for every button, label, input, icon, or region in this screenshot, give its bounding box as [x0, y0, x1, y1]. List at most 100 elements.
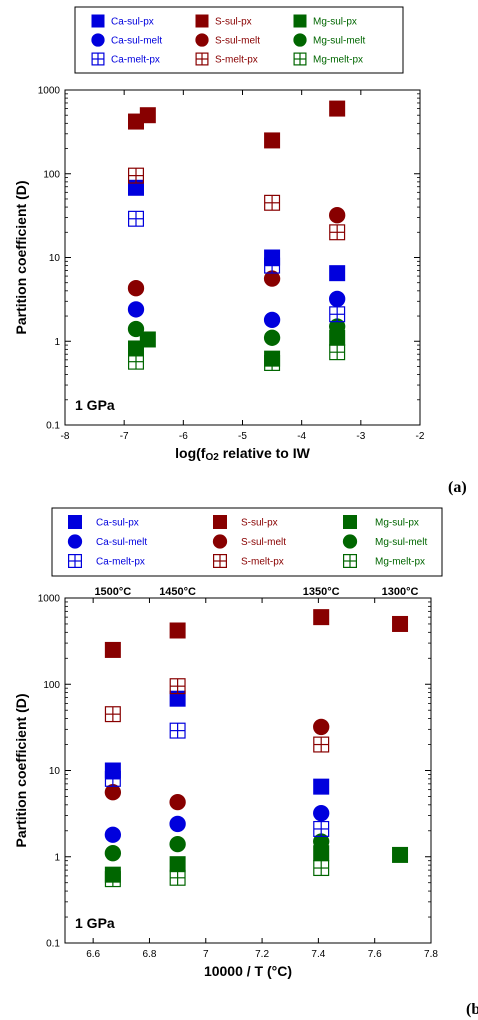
data-point-ca-sul-px	[104, 762, 121, 779]
data-point-ca-melt-px	[329, 306, 346, 323]
x-tick-label: -3	[356, 431, 365, 442]
legend-marker	[68, 515, 82, 529]
x-tick-label: 7.2	[255, 949, 269, 960]
legend-marker	[213, 515, 227, 529]
data-point-s-sul-px	[329, 100, 346, 117]
x-tick-label: 6.6	[86, 949, 100, 960]
temperature-label: 1500°C	[94, 586, 131, 598]
legend-marker	[293, 52, 307, 66]
data-point-mg-melt-px	[329, 344, 346, 361]
data-point-ca-melt-px	[104, 770, 121, 787]
x-tick-label: -5	[238, 431, 247, 442]
data-point-s-melt-px	[329, 224, 346, 241]
legend-marker	[293, 14, 307, 28]
y-tick-label: 100	[43, 169, 60, 180]
data-point-ca-sul-px	[128, 179, 144, 196]
y-tick-label: 1000	[38, 594, 61, 605]
data-point-ca-sul-melt	[313, 805, 330, 822]
data-point-ca-sul-px	[264, 249, 281, 266]
y-tick-label: 0.1	[46, 421, 60, 432]
y-tick-label: 10	[49, 766, 61, 777]
chart-panel-b: Partition coefficient (D) 10000 / T (°C)…	[13, 586, 478, 1018]
legend-marker	[212, 534, 228, 549]
legend-marker	[213, 553, 228, 568]
data-point-mg-sul-melt	[263, 329, 281, 346]
data-point-mg-sul-melt	[104, 845, 122, 862]
legend-marker	[67, 534, 83, 549]
legend-label: Mg-sul-px	[375, 518, 419, 529]
y-tick-label: 1	[54, 852, 60, 863]
x-tick-label: 6.8	[143, 949, 157, 960]
temperature-label: 1300°C	[382, 586, 419, 598]
data-point-ca-sul-melt	[263, 311, 281, 329]
data-point-mg-melt-px	[128, 353, 145, 370]
legend-marker	[343, 553, 358, 568]
legend-label: Ca-melt-px	[96, 557, 145, 568]
legend-label: Ca-sul-px	[96, 518, 139, 529]
legend-label: S-melt-px	[241, 557, 284, 568]
data-point-s-melt-px	[313, 736, 330, 753]
legend-label: Ca-sul-melt	[96, 537, 147, 548]
data-point-mg-sul-px	[329, 329, 346, 346]
y-axis-label-b: Partition coefficient (D)	[13, 693, 29, 847]
panel-label-b: (b)	[466, 1001, 478, 1018]
legend-marker	[195, 52, 209, 66]
legend-label: S-sul-melt	[215, 36, 260, 47]
data-point-ca-melt-px	[128, 210, 145, 227]
legend-label: S-sul-px	[215, 17, 252, 28]
legend-marker	[342, 534, 358, 549]
legend-label: Mg-sul-px	[313, 17, 357, 28]
data-point-ca-sul-melt	[127, 301, 145, 318]
legend-marker	[195, 14, 209, 28]
data-point-mg-melt-px	[104, 871, 121, 888]
data-point-ca-sul-melt	[104, 826, 122, 843]
data-point-mg-sul-melt	[169, 835, 186, 853]
legend-marker	[195, 33, 209, 47]
data-point-ca-sul-px	[329, 265, 346, 282]
annotation-a: 1 GPa	[75, 397, 115, 413]
data-point-ca-melt-px	[264, 257, 281, 274]
x-axis-label-b: 10000 / T (°C)	[204, 963, 292, 979]
legend-label: Ca-sul-px	[111, 17, 154, 28]
chart-panel-a: Partition coefficient (D) log(fO2 relati…	[13, 86, 467, 497]
legend-marker	[293, 33, 307, 47]
data-point-s-sul-px	[139, 107, 156, 124]
data-point-s-melt-px	[169, 678, 186, 695]
data-point-ca-melt-px	[313, 820, 330, 837]
x-tick-label: 7.6	[368, 949, 382, 960]
data-point-s-sul-px	[264, 132, 281, 149]
data-point-mg-sul-px	[313, 845, 330, 862]
data-point-s-melt-px	[128, 167, 145, 184]
data-point-s-sul-px	[104, 641, 121, 658]
legend-panel-a: Ca-sul-px S-sul-px Mg-sul-px Ca-sul-melt S-s…	[74, 6, 404, 74]
legend-marker	[91, 14, 105, 28]
legend-label: S-melt-px	[215, 55, 258, 66]
legend-label: Ca-sul-melt	[111, 36, 162, 47]
legend-label: S-sul-px	[241, 518, 278, 529]
data-point-ca-melt-px	[169, 722, 186, 739]
temperature-label: 1350°C	[303, 586, 340, 598]
data-point-s-sul-melt	[127, 280, 145, 297]
data-point-ca-sul-px	[313, 778, 330, 795]
panel-label-a: (a)	[448, 479, 467, 496]
data-point-s-sul-px	[169, 622, 186, 639]
data-point-mg-sul-px	[139, 331, 156, 348]
legend-marker	[343, 515, 357, 529]
y-axis-label-a: Partition coefficient (D)	[13, 180, 29, 334]
x-tick-label: 7	[203, 949, 209, 960]
data-point-s-melt-px	[104, 706, 121, 723]
y-tick-label: 1	[54, 337, 60, 348]
legend-marker	[91, 33, 105, 47]
legend-marker	[91, 52, 105, 66]
data-point-s-sul-melt	[329, 207, 346, 224]
y-tick-label: 1000	[38, 86, 61, 97]
y-tick-label: 10	[49, 253, 61, 264]
data-point-s-sul-px	[392, 615, 409, 632]
x-tick-label: -4	[297, 431, 306, 442]
data-point-mg-melt-px	[169, 869, 186, 886]
legend-label: Mg-melt-px	[375, 557, 425, 568]
x-axis-label-a: log(fO2 relative to IW	[175, 445, 310, 463]
x-tick-label: -8	[61, 431, 70, 442]
x-tick-label: -2	[416, 431, 425, 442]
